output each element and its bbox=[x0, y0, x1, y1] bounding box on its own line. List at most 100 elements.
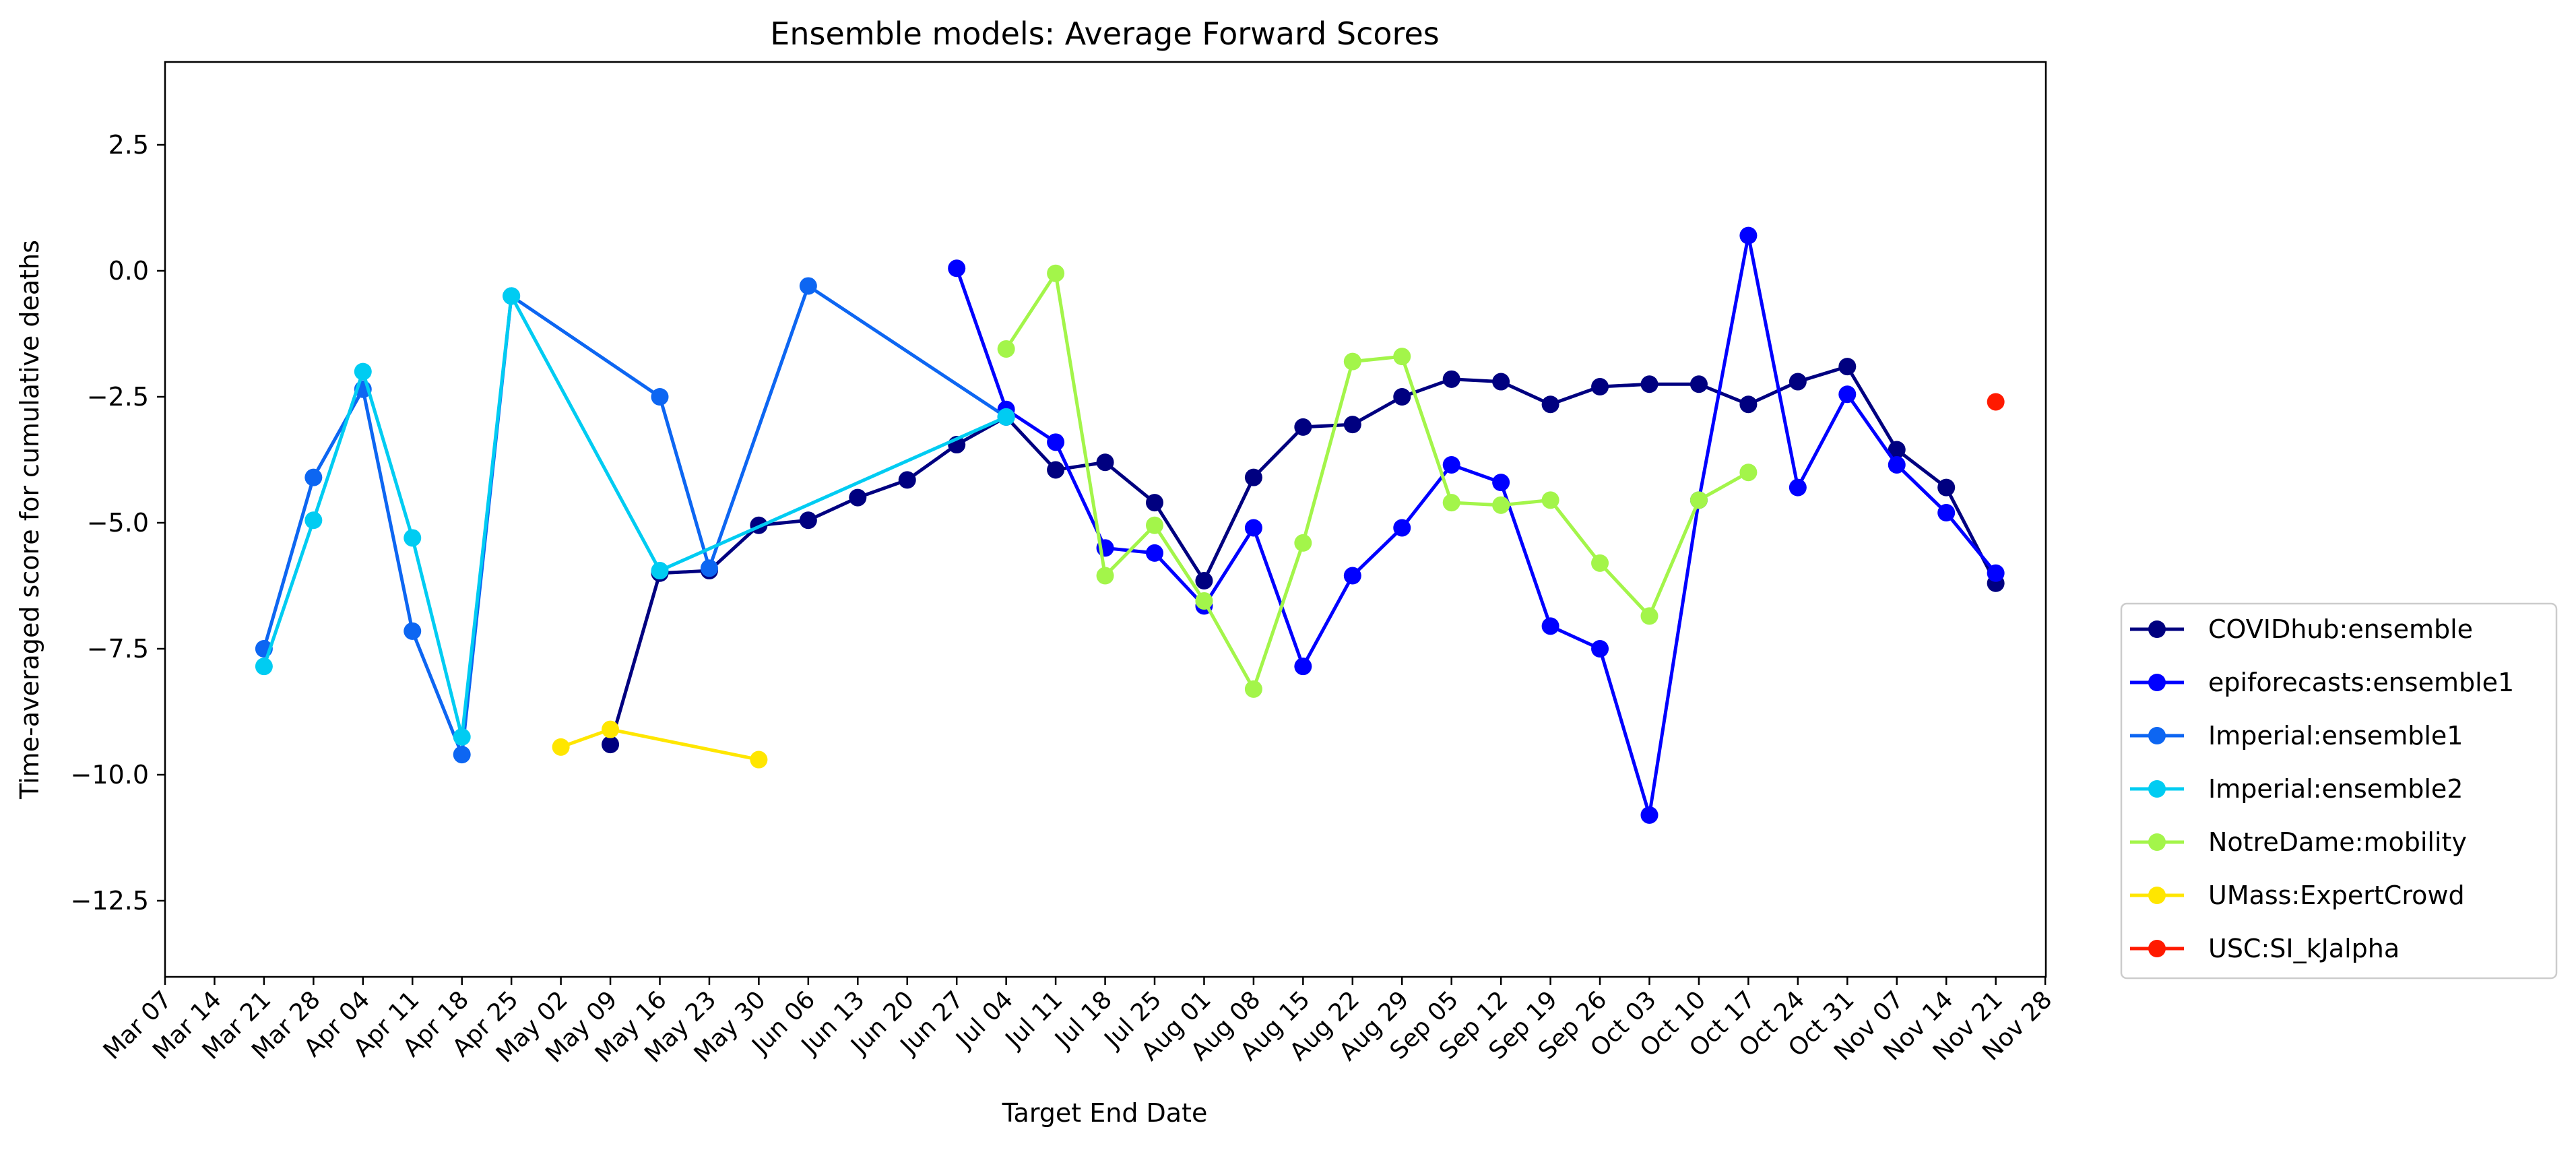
data-point bbox=[1244, 519, 1262, 537]
data-point bbox=[1937, 504, 1956, 522]
series-umass-expertcrowd bbox=[552, 720, 768, 769]
data-point bbox=[354, 362, 372, 381]
axis-ticks-layer bbox=[157, 143, 2047, 985]
data-point bbox=[1343, 416, 1361, 434]
y-tick-label: −5.0 bbox=[87, 508, 149, 538]
series-imperial-ensemble1 bbox=[255, 277, 1015, 764]
data-point bbox=[1838, 385, 1857, 404]
y-tick-label: −7.5 bbox=[87, 634, 149, 664]
legend-label: Imperial:ensemble2 bbox=[2208, 774, 2463, 804]
legend-label: USC:SI_kJalpha bbox=[2208, 934, 2400, 963]
legend-item: NotreDame:mobility bbox=[2130, 827, 2467, 857]
y-tick-label: −2.5 bbox=[87, 382, 149, 412]
legend-marker bbox=[2148, 940, 2166, 957]
data-point bbox=[1640, 806, 1659, 824]
data-point bbox=[1393, 388, 1411, 406]
data-point bbox=[1244, 680, 1262, 698]
data-point bbox=[1937, 478, 1956, 497]
legend-label: Imperial:ensemble1 bbox=[2208, 721, 2463, 750]
data-point bbox=[1591, 640, 1609, 658]
data-point bbox=[1294, 658, 1312, 676]
series-layer bbox=[255, 226, 2005, 824]
legend-item: epiforecasts:ensemble1 bbox=[2130, 668, 2514, 697]
data-point bbox=[1047, 461, 1065, 479]
data-point bbox=[1838, 358, 1857, 376]
y-tick-label: −10.0 bbox=[71, 760, 149, 790]
data-point bbox=[1492, 474, 1510, 492]
legend-item: COVIDhub:ensemble bbox=[2130, 614, 2473, 644]
data-point bbox=[1442, 370, 1460, 388]
legend-label: NotreDame:mobility bbox=[2208, 827, 2467, 857]
data-point bbox=[304, 468, 323, 486]
data-point bbox=[1888, 455, 1906, 474]
data-point bbox=[1146, 516, 1163, 534]
data-point bbox=[1739, 226, 1758, 245]
data-point bbox=[1739, 464, 1758, 482]
y-axis-label: Time-averaged score for cumulative death… bbox=[15, 240, 44, 800]
data-point bbox=[1987, 393, 2005, 411]
data-point bbox=[304, 511, 323, 530]
data-point bbox=[1146, 544, 1163, 562]
series-line bbox=[1004, 271, 1749, 691]
data-point bbox=[1541, 491, 1559, 509]
data-point bbox=[1047, 433, 1065, 451]
data-point bbox=[1541, 617, 1559, 635]
data-point bbox=[651, 388, 669, 406]
data-point bbox=[1047, 264, 1065, 282]
data-point bbox=[1096, 567, 1114, 585]
data-point bbox=[1195, 592, 1213, 610]
data-point bbox=[602, 736, 620, 754]
legend-label: UMass:ExpertCrowd bbox=[2208, 881, 2465, 910]
legend: COVIDhub:ensemble epiforecasts:ensemble1 I… bbox=[2120, 602, 2558, 980]
data-point bbox=[1195, 572, 1213, 590]
data-point bbox=[1343, 352, 1361, 371]
data-point bbox=[1789, 478, 1807, 497]
data-point bbox=[750, 750, 768, 769]
x-axis-label: Target End Date bbox=[1002, 1098, 1208, 1128]
data-point bbox=[1789, 373, 1807, 391]
series-line bbox=[955, 234, 1997, 817]
series-usc-si-kjalpha bbox=[1987, 393, 2005, 411]
series-line bbox=[262, 284, 1008, 757]
data-point bbox=[1244, 468, 1262, 486]
x-tick-label: Jul 11 bbox=[1000, 986, 1068, 1054]
data-point bbox=[1096, 453, 1114, 472]
series-line bbox=[560, 728, 759, 762]
legend-item: Imperial:ensemble1 bbox=[2130, 721, 2463, 750]
data-point bbox=[602, 720, 620, 738]
data-point bbox=[1541, 395, 1559, 414]
data-point bbox=[651, 562, 669, 580]
data-point bbox=[997, 340, 1015, 358]
legend-frame bbox=[2120, 602, 2558, 980]
data-point bbox=[1442, 494, 1460, 512]
data-point bbox=[1689, 375, 1708, 393]
data-point bbox=[898, 471, 916, 489]
data-point bbox=[1343, 567, 1361, 585]
legend-marker bbox=[2148, 674, 2166, 691]
data-point bbox=[1591, 554, 1609, 572]
series-covidhub-ensemble bbox=[602, 358, 2005, 754]
legend-marker bbox=[2148, 887, 2166, 904]
series-imperial-ensemble2 bbox=[255, 287, 1015, 746]
series-notredame-mobility bbox=[997, 264, 1758, 698]
data-point bbox=[1294, 534, 1312, 552]
data-point bbox=[1689, 491, 1708, 509]
data-point bbox=[948, 259, 966, 278]
data-point bbox=[255, 658, 273, 676]
legend-label: COVIDhub:ensemble bbox=[2208, 614, 2473, 644]
x-tick-label: Jul 18 bbox=[1049, 986, 1118, 1054]
legend-items: COVIDhub:ensemble epiforecasts:ensemble1 I… bbox=[2130, 614, 2514, 963]
data-point bbox=[404, 622, 422, 640]
data-point bbox=[799, 277, 817, 295]
data-point bbox=[453, 728, 471, 746]
data-point bbox=[1739, 395, 1758, 414]
data-point bbox=[849, 488, 867, 507]
data-point bbox=[1640, 607, 1659, 625]
y-tick-labels: 2.5 0.0 −2.5 −5.0 −7.5 −10.0 −12.5 bbox=[71, 130, 149, 916]
chart-title: Ensemble models: Average Forward Scores bbox=[770, 15, 1439, 52]
data-point bbox=[1640, 375, 1659, 393]
data-point bbox=[997, 408, 1015, 426]
legend-marker bbox=[2148, 833, 2166, 851]
legend-marker bbox=[2148, 780, 2166, 798]
legend-item: UMass:ExpertCrowd bbox=[2130, 881, 2465, 910]
